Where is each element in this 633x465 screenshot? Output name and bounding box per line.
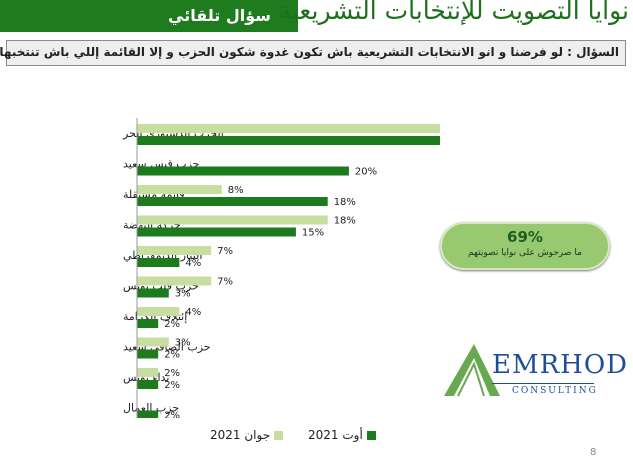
legend-label-august: أوت 2021: [308, 428, 363, 442]
page-number: 8: [590, 447, 597, 458]
bar: [137, 337, 169, 347]
bar: [137, 246, 212, 255]
callout-text: ما صرحوش على نوايا تصويتهم: [468, 248, 582, 258]
data-label: 3%: [175, 338, 191, 349]
bar: [137, 136, 440, 145]
data-label: 8%: [228, 185, 244, 196]
bar: [137, 166, 349, 176]
bar: [137, 215, 328, 225]
logo-triangle-icon: [444, 344, 500, 397]
question-box: السؤال : لو فرضنا و انو الانتخابات التشر…: [0, 40, 626, 66]
legend-item-june: جوان 2021: [210, 428, 284, 444]
bar: [137, 307, 180, 316]
legend-swatch-june: [274, 431, 284, 440]
bar: [137, 276, 212, 286]
data-label: 3%: [175, 289, 191, 300]
logo-subtitle: CONSULTING: [512, 386, 598, 396]
data-label: 7%: [217, 277, 233, 288]
data-label: 2%: [164, 350, 180, 361]
data-label: 2%: [164, 319, 180, 330]
logo-name: EMRHOD: [492, 350, 629, 380]
data-label: 15%: [302, 228, 324, 239]
data-label: 18%: [334, 216, 356, 227]
bar: [137, 258, 180, 267]
bar: [137, 124, 440, 133]
bar: [137, 288, 169, 298]
bar: [137, 197, 328, 206]
bar-chart: الحزب الدستوري الحر37%30%حزب قيس سعيد20%…: [122, 118, 440, 419]
chart-legend: جوان 2021 أوت 2021: [210, 428, 380, 446]
header-white-cut: [298, 0, 633, 32]
emrhod-logo: EMRHOD CONSULTING: [440, 340, 627, 402]
data-label: 20%: [355, 167, 377, 178]
bar: [137, 380, 159, 389]
bar: [137, 319, 159, 328]
callout-value: 69%: [507, 228, 543, 246]
bar: [137, 227, 296, 237]
bar: [137, 410, 159, 418]
logo-rule: [492, 383, 594, 384]
bar: [137, 185, 222, 194]
undecided-callout: 69% ما صرحوش على نوايا تصويتهم: [440, 222, 610, 270]
section-label: سؤال تلقائي: [168, 6, 271, 25]
data-label: 7%: [217, 246, 233, 257]
data-label: 4%: [185, 307, 201, 318]
data-label: 2%: [164, 368, 180, 379]
legend-swatch-august: [366, 431, 376, 440]
header-bar: سؤال تلقائي نوايا التصويت للإنتخابات الت…: [0, 0, 633, 32]
legend-label-june: جوان 2021: [210, 428, 271, 442]
question-text: السؤال : لو فرضنا و انو الانتخابات التشر…: [0, 45, 619, 59]
bar: [137, 349, 159, 359]
data-label: 4%: [185, 258, 201, 269]
bar: [137, 368, 159, 377]
data-label: 2%: [164, 411, 180, 419]
data-label: 18%: [334, 197, 356, 208]
data-label: 2%: [164, 380, 180, 391]
legend-item-august: أوت 2021: [308, 428, 376, 444]
page-title: نوايا التصويت للإنتخابات التشريعية: [278, 0, 629, 25]
